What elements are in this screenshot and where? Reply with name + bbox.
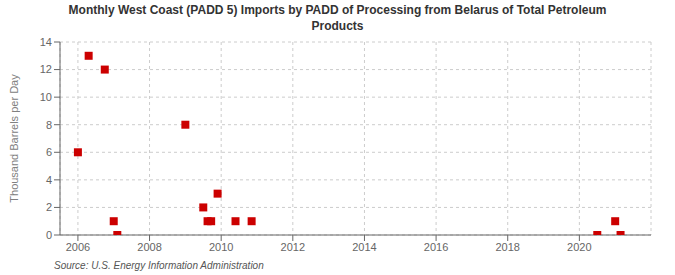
svg-text:4: 4: [46, 174, 52, 186]
html-text:Monthly West Coast (PADD 5) Im: Monthly West Coast (PADD 5) Imports by P…: [68, 3, 607, 33]
svg-text:12: 12: [40, 63, 52, 75]
svg-text:0: 0: [46, 229, 52, 241]
svg-text:2016: 2016: [424, 241, 448, 253]
svg-text:14: 14: [40, 36, 52, 48]
svg-text:Thousand Barrels per Day: Thousand Barrels per Day: [8, 74, 20, 203]
svg-text:2012: 2012: [281, 241, 305, 253]
html-text:Source: U.S. Energy Informatio: Source: U.S. Energy Information Administ…: [54, 260, 264, 271]
svg-text:10: 10: [40, 91, 52, 103]
svg-text:2008: 2008: [137, 241, 161, 253]
svg-text:2010: 2010: [209, 241, 233, 253]
svg-text:2018: 2018: [495, 241, 519, 253]
svg-text:2006: 2006: [66, 241, 90, 253]
svg-text:2: 2: [46, 201, 52, 213]
svg-text:2014: 2014: [352, 241, 376, 253]
svg-text:2020: 2020: [567, 241, 591, 253]
svg-text:8: 8: [46, 119, 52, 131]
svg-text:6: 6: [46, 146, 52, 158]
